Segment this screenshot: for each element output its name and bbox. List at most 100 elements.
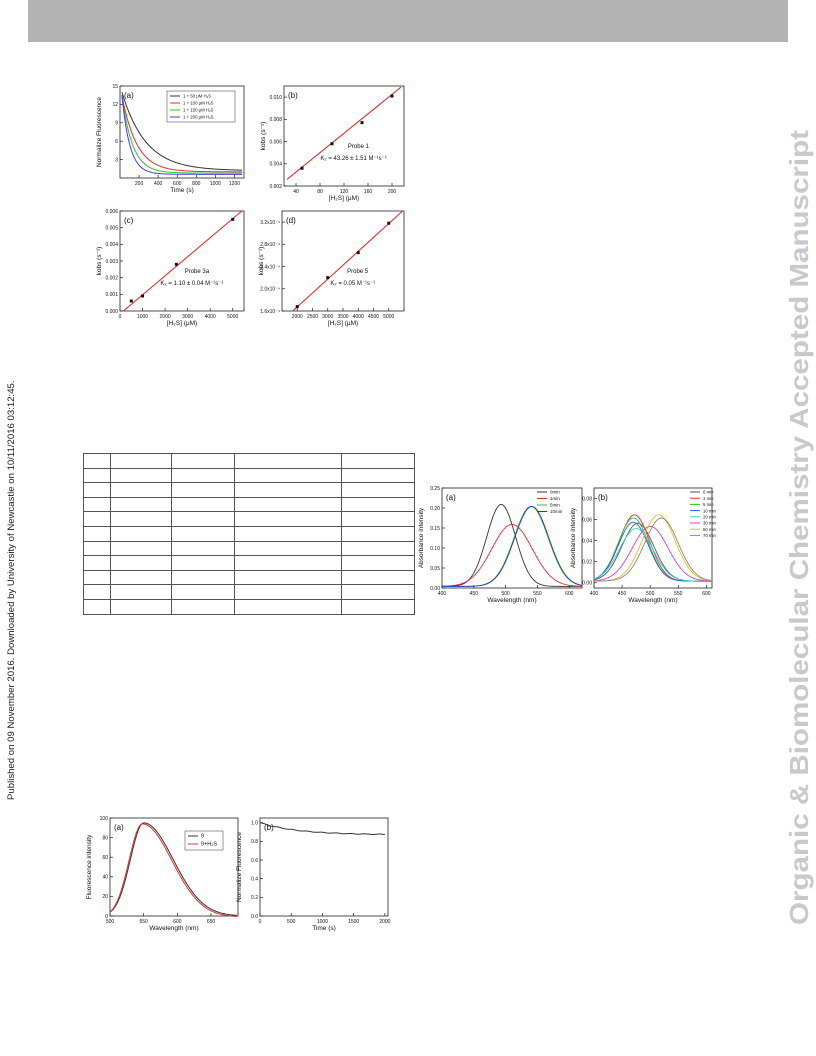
x-tick-label: 5000 [227,314,238,320]
table-cell [110,453,172,469]
table-cell [110,482,172,498]
x-tick-label: 500 [287,919,296,925]
series-line [121,95,243,173]
plot-frame [109,817,239,917]
table-cell [110,540,172,557]
panel-label: (a) [114,823,124,832]
y-tick-label: 0.002 [269,184,282,190]
table-cell [83,540,111,557]
y-tick-label: 0.001 [105,292,118,298]
x-tick-label: 1200 [229,181,240,187]
y-tick-label: 0.00 [430,586,440,592]
table-row [83,598,415,615]
table-cell [171,511,235,527]
y-tick-label: 0.06 [582,517,592,523]
legend-entry: 5 min [703,502,714,507]
figure1-panel-a: 200 400 600 800 1000 1200 3 6 9 12 15 Time (s) Norma… [96,84,245,194]
legend-entry: 1 + 200 μM H₂S [183,115,214,120]
figure1-panel-d: 2000 2500 3000 3500 4000 4500 5000 1.6x10⁻⁴ 2.0x… [258,210,405,327]
legend-entry: 1 + 150 μM H₂S [183,108,214,113]
x-tick-label: 120 [340,189,349,195]
x-tick-label: 600 [173,181,182,187]
x-tick-label: 600 [173,919,182,925]
table-row [83,511,415,527]
table-cell [110,598,172,615]
table-cell [110,569,172,586]
figure2-panel-a: 400 450 500 550 600 0.00 0.05 0.10 0.15 0.20 0.25 W… [418,486,583,604]
y-tick-label: 0.25 [430,486,440,492]
data-point [141,294,145,298]
legend-entry: 1 + 50 μM H₂S [183,94,211,99]
table-cell [83,482,111,498]
x-tick-label: 4000 [205,314,216,320]
x-tick-label: 4000 [353,314,364,320]
y-tick-label: 1.6x10⁻⁴ [260,309,280,315]
y-tick-label: 100 [100,816,109,822]
table-cell [234,555,342,571]
table-cell [110,584,172,600]
x-axis-label: Time (s) [312,925,336,932]
series-line [441,523,583,587]
table-cell [341,525,415,542]
x-tick-label: 5000 [383,314,394,320]
series-line [259,822,385,836]
table-cell [83,598,111,615]
svg-text:Organic & Biomolecular Chemist: Organic & Biomolecular Chemistry Accepte… [784,130,814,925]
plot-frame [259,817,389,917]
legend-entry: 9 [201,834,204,840]
y-tick-label: 9 [115,121,118,127]
x-tick-label: 400 [154,181,163,187]
x-tick-label: 3500 [337,314,348,320]
y-tick-label: 0.08 [582,496,592,502]
table-cell [341,555,415,571]
y-tick-label: 0.000 [105,309,118,315]
table-cell [110,496,172,513]
plot-frame [283,85,405,187]
y-tick-label: 0.005 [105,225,118,231]
table-cell [234,496,342,513]
table-cell [341,598,415,615]
plot-frame [441,487,583,589]
x-axis-label: [H₂S] (μM) [329,195,359,202]
series-line [109,822,237,916]
x-tick-label: 500 [106,919,115,925]
table-cell [341,453,415,469]
table-cell [171,525,235,542]
x-tick-label: 80 [317,189,323,195]
legend-entry: 0 min [703,490,714,495]
svg-text:Published on 09 November 2016.: Published on 09 November 2016. Downloade… [6,380,17,800]
panel-label: (a) [446,493,456,502]
header-bar [28,0,788,42]
table-cell [171,540,235,557]
y-tick-label: 0.6 [251,858,258,864]
legend-entry: 20 min [703,515,717,520]
y-tick-label: 1.0 [251,820,258,826]
table-cell [110,555,172,571]
series-line [593,525,713,582]
figure1-panel-b: 40 80 120 160 200 0.002 0.004 0.006 0.008 0.010 [H… [260,85,405,202]
data-point [300,166,304,170]
x-tick-label: 3000 [182,314,193,320]
x-tick-label: 0 [119,314,122,320]
table-cell [83,496,111,513]
table-row [83,482,415,498]
y-tick-label: 0.006 [269,139,282,145]
x-tick-label: 400 [590,591,599,597]
x-tick-label: 550 [674,591,683,597]
legend-entry: 0min [550,490,560,495]
y-tick-label: 0.010 [269,95,282,101]
table-cell [83,584,111,600]
y-tick-label: 15 [112,84,118,90]
x-tick-label: 2000 [379,919,390,925]
table-cell [341,511,415,527]
table-cell [171,584,235,600]
table-cell [341,540,415,557]
table-cell [171,467,235,484]
table-row [83,525,415,542]
y-tick-label: 0.02 [582,559,592,565]
table-cell [171,569,235,586]
legend-entry: 1 + 100 μM H₂S [183,101,214,106]
y-tick-label: 6 [115,139,118,145]
table-cell [83,525,111,542]
y-axis-label: kobs (s⁻¹) [260,122,267,151]
